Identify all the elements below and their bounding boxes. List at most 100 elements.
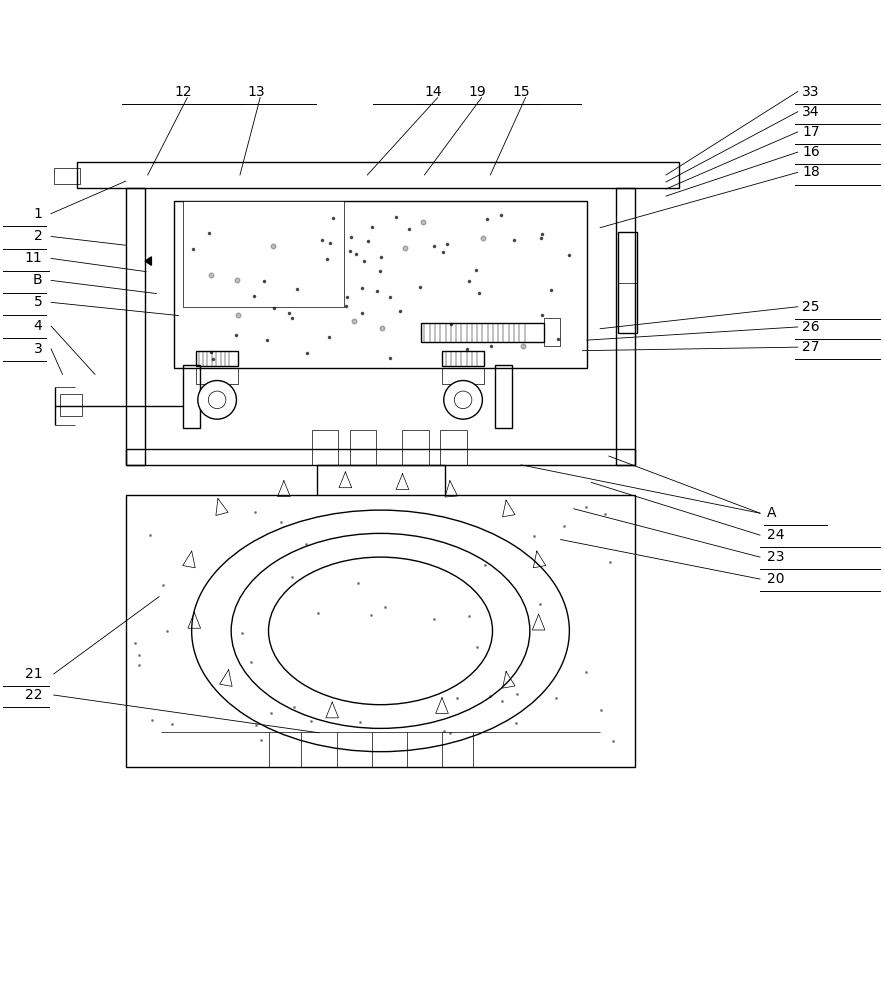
Text: 34: 34	[802, 105, 819, 119]
Point	[472, 285, 486, 301]
Point	[159, 623, 173, 639]
Point	[254, 732, 268, 748]
Text: 20: 20	[767, 572, 784, 586]
Point	[143, 527, 157, 543]
Text: A: A	[767, 506, 776, 520]
Point	[354, 280, 369, 296]
Point	[440, 236, 454, 252]
Point	[282, 305, 296, 321]
Point	[164, 716, 179, 732]
Point	[326, 210, 340, 226]
Point	[533, 596, 547, 612]
Point	[427, 611, 441, 627]
Point	[493, 207, 507, 223]
Point	[357, 253, 371, 269]
Point	[234, 625, 248, 641]
Text: B: B	[33, 273, 42, 287]
Bar	[402, 430, 429, 465]
Point	[230, 272, 244, 288]
Point	[603, 554, 617, 570]
Point	[320, 251, 334, 267]
Bar	[183, 201, 344, 307]
Point	[316, 232, 330, 248]
Bar	[196, 368, 238, 384]
Point	[370, 283, 384, 299]
Circle shape	[209, 391, 226, 409]
Point	[374, 249, 388, 265]
Point	[256, 273, 271, 289]
Bar	[440, 430, 467, 465]
Point	[438, 723, 452, 739]
Point	[579, 664, 593, 680]
Point	[389, 209, 403, 225]
Point	[451, 690, 465, 706]
Text: 2: 2	[34, 229, 42, 243]
Text: 11: 11	[25, 251, 42, 265]
Text: 27: 27	[802, 340, 819, 354]
Point	[231, 307, 245, 323]
Point	[304, 713, 318, 729]
Text: 13: 13	[247, 85, 264, 99]
Point	[510, 686, 524, 702]
Point	[378, 599, 392, 615]
Point	[343, 243, 357, 259]
Point	[248, 288, 262, 304]
Point	[598, 506, 612, 522]
Text: 3: 3	[34, 342, 42, 356]
Text: 19: 19	[469, 85, 486, 99]
Point	[361, 233, 375, 249]
Point	[398, 240, 412, 256]
Point	[267, 300, 281, 316]
Polygon shape	[145, 257, 151, 265]
Text: 16: 16	[802, 145, 820, 159]
Point	[354, 305, 369, 321]
Point	[480, 211, 494, 227]
Circle shape	[198, 381, 236, 419]
Bar	[60, 394, 82, 416]
Point	[349, 246, 363, 262]
Text: 1: 1	[34, 207, 42, 221]
Point	[127, 635, 141, 651]
Point	[248, 504, 262, 520]
Circle shape	[444, 381, 483, 419]
Point	[353, 714, 367, 730]
Point	[443, 725, 457, 741]
Point	[299, 536, 313, 552]
Point	[228, 327, 242, 343]
Bar	[616, 188, 636, 465]
Point	[322, 329, 336, 345]
Point	[436, 244, 450, 260]
Point	[427, 238, 441, 254]
Text: 23: 23	[767, 550, 784, 564]
Point	[132, 647, 146, 663]
Point	[445, 316, 459, 332]
Bar	[495, 365, 512, 428]
Point	[528, 528, 542, 544]
Text: 26: 26	[802, 320, 819, 334]
Point	[145, 712, 159, 728]
Point	[579, 499, 593, 515]
Point	[469, 639, 484, 655]
Point	[606, 733, 620, 749]
Point	[311, 605, 325, 621]
Point	[469, 262, 483, 278]
Text: 22: 22	[25, 688, 42, 702]
Bar	[54, 168, 80, 184]
Text: 24: 24	[767, 528, 784, 542]
Point	[300, 345, 314, 361]
Point	[345, 229, 359, 245]
Point	[552, 331, 566, 347]
Bar	[442, 368, 484, 384]
Point	[534, 230, 548, 246]
Point	[594, 702, 608, 718]
Point	[461, 341, 475, 357]
Point	[495, 693, 509, 709]
Text: 33: 33	[802, 85, 819, 99]
Point	[285, 569, 299, 585]
Point	[413, 279, 427, 295]
Point	[263, 705, 278, 721]
Point	[462, 608, 476, 624]
Point	[287, 699, 301, 715]
Point	[290, 281, 304, 297]
Bar	[421, 323, 544, 342]
